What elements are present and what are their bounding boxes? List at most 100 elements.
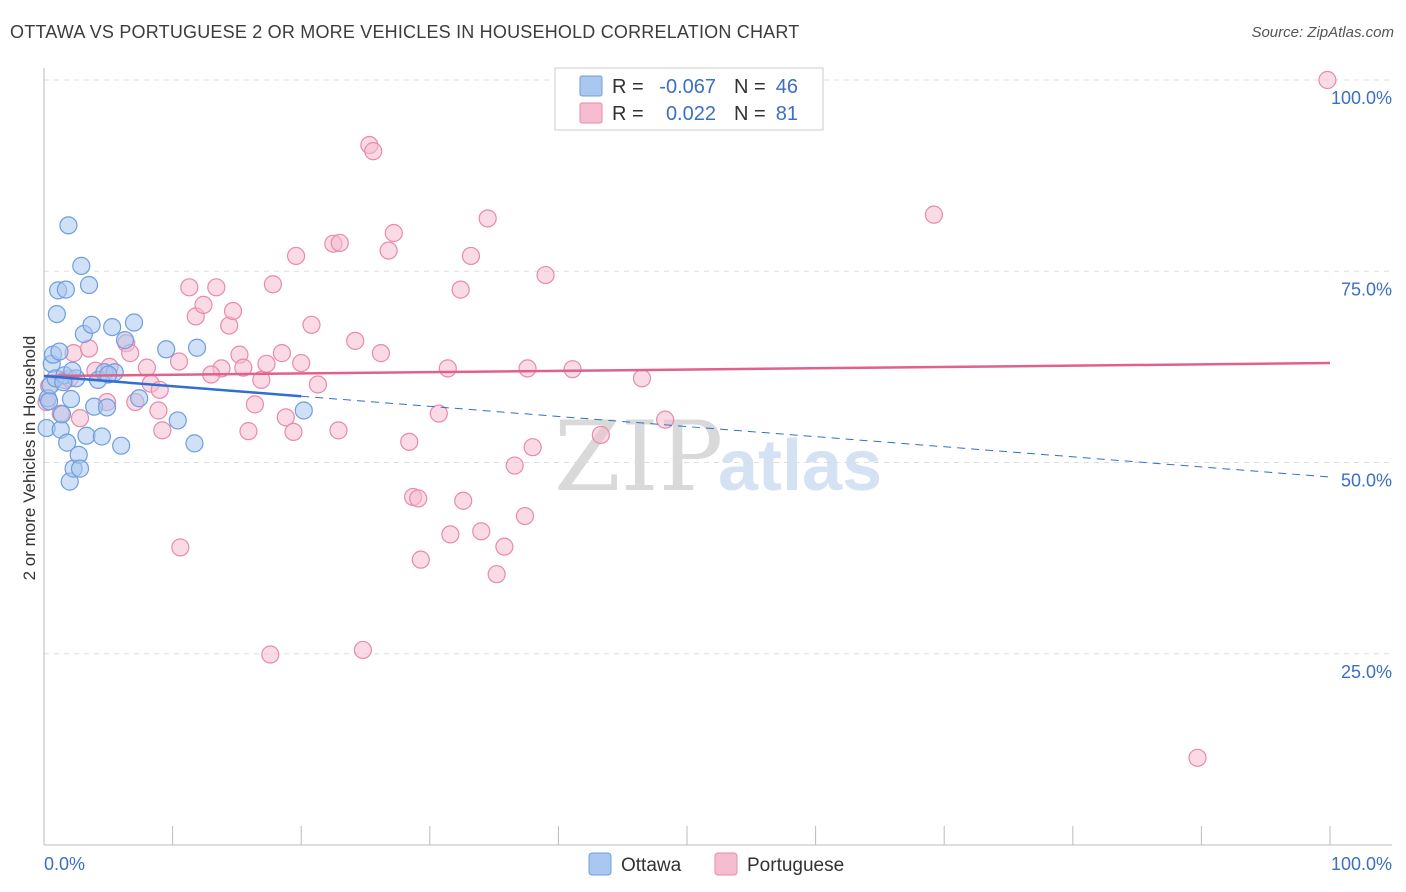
portuguese-r-value: 0.022 [666, 103, 716, 125]
watermark-atlas: atlas [718, 426, 882, 506]
ottawa-trend-line [43, 374, 302, 398]
ottawa-point [187, 338, 207, 357]
portuguese-point [245, 395, 265, 414]
portuguese-point [272, 344, 292, 363]
ottawa-r-label: R = [612, 76, 644, 98]
y-tick-label: 100.0% [1331, 88, 1392, 108]
portuguese-point [400, 432, 419, 451]
ottawa-point [97, 398, 117, 417]
ottawa-point [112, 436, 131, 455]
stats-box: R = -0.067 N = 46 R = 0.022 N = 81 [554, 67, 824, 131]
source-credit: Source: ZipAtlas.com [1251, 24, 1394, 41]
portuguese-r-label: R = [612, 103, 644, 125]
portuguese-point [329, 421, 348, 440]
portuguese-point [515, 506, 535, 526]
ottawa-point [72, 256, 91, 275]
ottawa-swatch [579, 75, 603, 97]
legend-portuguese-swatch [714, 852, 738, 876]
portuguese-n-value: 81 [776, 103, 798, 125]
ottawa-n-value: 46 [776, 76, 798, 98]
watermark-zip: ZIP [554, 401, 723, 513]
portuguese-point [137, 358, 156, 377]
ottawa-point [61, 389, 81, 409]
ottawa-point [92, 427, 111, 446]
x-axis-ticks [43, 826, 1331, 845]
trend-lines [43, 361, 1331, 478]
portuguese-point [70, 409, 90, 428]
ottawa-point [294, 401, 313, 420]
ottawa-point [77, 426, 96, 445]
portuguese-point [263, 275, 283, 294]
portuguese-point [284, 422, 303, 441]
portuguese-point [656, 410, 675, 429]
portuguese-point [536, 265, 555, 285]
legend-portuguese-label: Portuguese [747, 855, 844, 876]
ottawa-n-label: N = [734, 76, 766, 98]
portuguese-point [171, 538, 190, 557]
ottawa-point [115, 331, 135, 350]
ottawa-point [70, 459, 90, 478]
ottawa-point [130, 389, 149, 408]
portuguese-point [478, 209, 497, 228]
portuguese-point [234, 358, 253, 377]
legend: Ottawa Portuguese [588, 852, 844, 876]
ottawa-point [52, 405, 72, 424]
legend-ottawa-label: Ottawa [621, 855, 682, 876]
ottawa-trend-line-extrapolated [301, 395, 1331, 478]
portuguese-point [330, 233, 349, 253]
portuguese-point [409, 489, 428, 508]
portuguese-point [257, 354, 276, 373]
y-axis-label: 2 or more Vehicles in Household [20, 336, 39, 581]
portuguese-point [518, 359, 537, 378]
portuguese-point [353, 640, 373, 660]
portuguese-point [276, 408, 295, 427]
ottawa-point [40, 392, 59, 411]
ottawa-point [58, 433, 77, 452]
portuguese-point [441, 525, 460, 544]
portuguese-point [411, 550, 430, 569]
y-axis-tick-labels: 25.0% 50.0% 75.0% 100.0% [1331, 88, 1392, 682]
portuguese-point [346, 331, 365, 350]
ottawa-point [168, 411, 187, 430]
portuguese-point [261, 645, 280, 664]
portuguese-swatch [579, 102, 603, 124]
ottawa-point [185, 434, 204, 453]
portuguese-point [252, 370, 271, 389]
portuguese-point [207, 278, 226, 297]
ottawa-point [124, 313, 144, 332]
y-tick-label: 25.0% [1341, 662, 1392, 682]
portuguese-point [194, 295, 213, 315]
legend-ottawa-swatch [588, 852, 612, 876]
x-tick-label-min: 0.0% [44, 854, 85, 874]
portuguese-point [239, 422, 258, 441]
portuguese-point [429, 404, 448, 423]
portuguese-point [591, 425, 610, 445]
portuguese-point [451, 280, 470, 299]
portuguese-point [495, 537, 514, 556]
portuguese-point [180, 278, 199, 297]
ottawa-point [157, 340, 176, 359]
ottawa-point [82, 315, 101, 334]
portuguese-point [461, 246, 481, 266]
portuguese-point [292, 353, 311, 373]
portuguese-point [149, 401, 168, 420]
chart-title: OTTAWA VS PORTUGUESE 2 OR MORE VEHICLES … [10, 22, 800, 42]
ottawa-point [103, 317, 122, 337]
y-tick-label: 75.0% [1341, 279, 1392, 299]
portuguese-point [454, 491, 473, 510]
portuguese-point [169, 352, 189, 371]
x-tick-label-max: 100.0% [1331, 854, 1392, 874]
portuguese-point [1318, 70, 1337, 90]
portuguese-point [924, 205, 944, 224]
ottawa-r-value: -0.067 [659, 76, 716, 98]
portuguese-point [308, 375, 328, 394]
portuguese-point [384, 223, 403, 243]
ottawa-point [50, 342, 69, 361]
portuguese-point [487, 565, 506, 584]
portuguese-n-label: N = [734, 103, 766, 125]
portuguese-point [153, 421, 172, 440]
ottawa-point [47, 304, 66, 324]
portuguese-point [364, 142, 383, 161]
ottawa-point [79, 275, 99, 295]
